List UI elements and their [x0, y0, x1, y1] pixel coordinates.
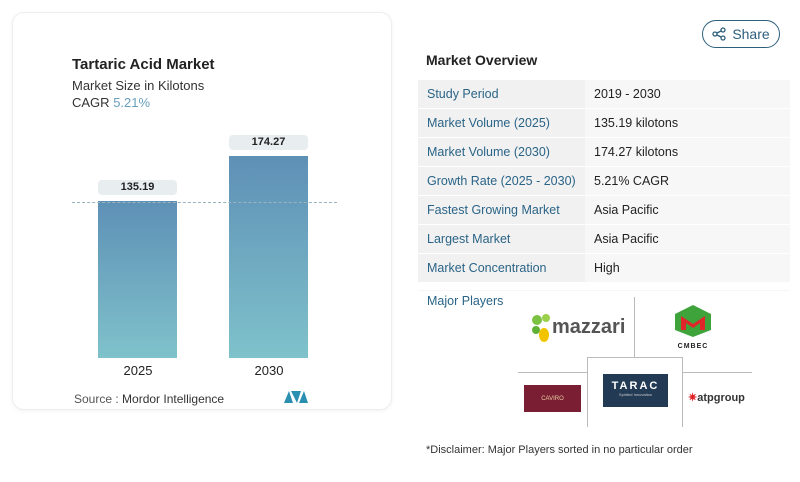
row-key: Market Volume (2030) [418, 138, 585, 166]
row-key: Market Concentration [418, 254, 585, 282]
chart-subtitle: Market Size in Kilotons [72, 78, 205, 93]
overview-row: Fastest Growing Market Asia Pacific [418, 196, 790, 225]
row-key: Market Volume (2025) [418, 109, 585, 137]
cagr: CAGR 5.21% [72, 95, 150, 110]
row-key: Study Period [418, 80, 585, 108]
overview-row: Largest Market Asia Pacific [418, 225, 790, 254]
disclaimer: *Disclaimer: Major Players sorted in no … [426, 444, 693, 456]
share-label: Share [732, 26, 770, 42]
overview-row: Study Period 2019 - 2030 [418, 80, 790, 109]
atp-star-icon: ✷ [688, 392, 698, 404]
source-value: Mordor Intelligence [122, 392, 225, 406]
divider [418, 290, 790, 291]
player-frame [587, 357, 683, 427]
row-value: 174.27 kilotons [585, 138, 790, 166]
row-value: 2019 - 2030 [585, 80, 790, 108]
source-label: Source : [74, 392, 119, 406]
share-icon [712, 27, 726, 41]
chart-card [12, 12, 392, 410]
major-players-label: Major Players [427, 294, 504, 308]
divider [682, 372, 752, 373]
row-value: 135.19 kilotons [585, 109, 790, 137]
atpgroup-logo: ✷ atpgroup [688, 391, 745, 405]
chart-title: Tartaric Acid Market [72, 56, 215, 73]
divider [634, 297, 635, 357]
caviro-logo: CAVIRO [524, 385, 581, 412]
share-button[interactable]: Share [702, 20, 780, 48]
mazzari-logo: mazzari [530, 310, 625, 344]
overview-row: Market Volume (2025) 135.19 kilotons [418, 109, 790, 138]
row-value: 5.21% CAGR [585, 167, 790, 195]
x-tick-label: 2025 [123, 363, 153, 378]
bar-2025 [98, 201, 177, 358]
mazzari-leaf-icon [532, 314, 550, 342]
row-value: High [585, 254, 790, 282]
cmbec-logo: CMBEC [666, 304, 720, 350]
mordor-logo-icon [284, 391, 308, 403]
row-key: Largest Market [418, 225, 585, 253]
source: Source : Mordor Intelligence [74, 392, 224, 406]
overview-row: Market Concentration High [418, 254, 790, 283]
data-label: 135.19 [98, 180, 177, 196]
reference-line [72, 202, 337, 203]
row-key: Fastest Growing Market [418, 196, 585, 224]
tarac-logo: TARAC Spirited Innovation [603, 374, 668, 407]
overview-row: Market Volume (2030) 174.27 kilotons [418, 138, 790, 167]
bar-2030 [229, 156, 308, 358]
cagr-value: 5.21% [113, 95, 151, 110]
row-value: Asia Pacific [585, 196, 790, 224]
row-key: Growth Rate (2025 - 2030) [418, 167, 585, 195]
overview-title: Market Overview [426, 52, 538, 68]
row-value: Asia Pacific [585, 225, 790, 253]
cmbec-mark-icon [675, 305, 711, 337]
x-tick-label: 2030 [254, 363, 284, 378]
data-label: 174.27 [229, 135, 308, 150]
cagr-label: CAGR [72, 95, 110, 110]
overview-row: Growth Rate (2025 - 2030) 5.21% CAGR [418, 167, 790, 196]
divider [518, 372, 588, 373]
